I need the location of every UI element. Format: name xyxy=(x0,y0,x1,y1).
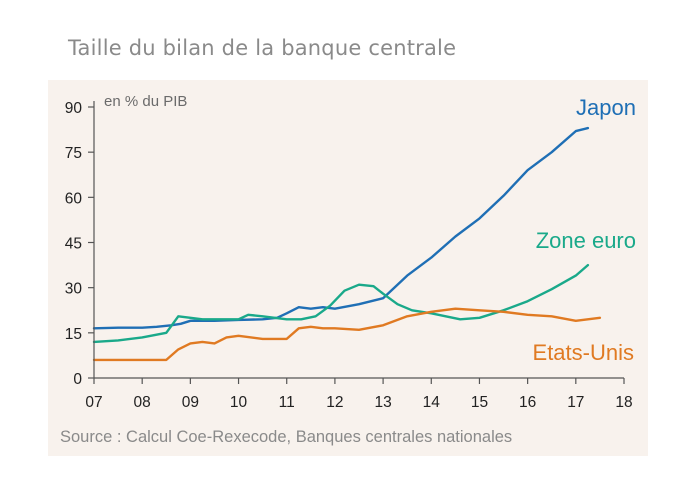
x-tick-label: 09 xyxy=(182,394,199,411)
x-tick-label: 17 xyxy=(567,394,584,411)
x-tick-label: 18 xyxy=(615,394,632,411)
x-tick-label: 10 xyxy=(230,394,248,411)
y-tick-label: 30 xyxy=(65,281,83,298)
series-label-zone-euro: Zone euro xyxy=(536,228,636,253)
chart-panel: 0 15 30 45 60 75 90 07 08 09 10 11 12 13 14 15 16 17 18 en… xyxy=(48,80,648,456)
unit-label: en % du PIB xyxy=(104,93,187,110)
x-tick-label: 11 xyxy=(279,394,295,411)
x-tick-label: 14 xyxy=(423,394,441,411)
y-tick-label: 60 xyxy=(65,190,83,207)
y-tick-label: 75 xyxy=(65,145,82,162)
y-tick-label: 0 xyxy=(73,371,82,388)
series-label-japon: Japon xyxy=(576,95,636,120)
x-tick-label: 15 xyxy=(471,394,488,411)
x-tick-label: 16 xyxy=(519,394,536,411)
x-tick-label: 13 xyxy=(374,394,391,411)
x-tick-label: 07 xyxy=(85,394,102,411)
y-tick-label: 45 xyxy=(65,236,82,253)
chart-title: Taille du bilan de la banque centrale xyxy=(68,36,457,60)
source-note: Source : Calcul Coe-Rexecode, Banques ce… xyxy=(60,428,513,446)
series-label-etats-unis: Etats-Unis xyxy=(533,340,634,365)
series-line-zone-euro xyxy=(92,263,590,344)
axis-layer: 0 15 30 45 60 75 90 07 08 09 10 11 12 13 14 15 16 17 18 xyxy=(65,100,633,411)
y-tick-label: 15 xyxy=(65,326,82,343)
series-line-etats-unis xyxy=(92,307,602,362)
line-chart: 0 15 30 45 60 75 90 07 08 09 10 11 12 13 14 15 16 17 18 en… xyxy=(65,93,636,411)
x-tick-label: 12 xyxy=(326,394,343,411)
series-line-japon xyxy=(92,126,590,330)
y-tick-label: 90 xyxy=(65,100,83,117)
series-layer xyxy=(92,126,602,362)
x-tick-label: 08 xyxy=(134,394,151,411)
